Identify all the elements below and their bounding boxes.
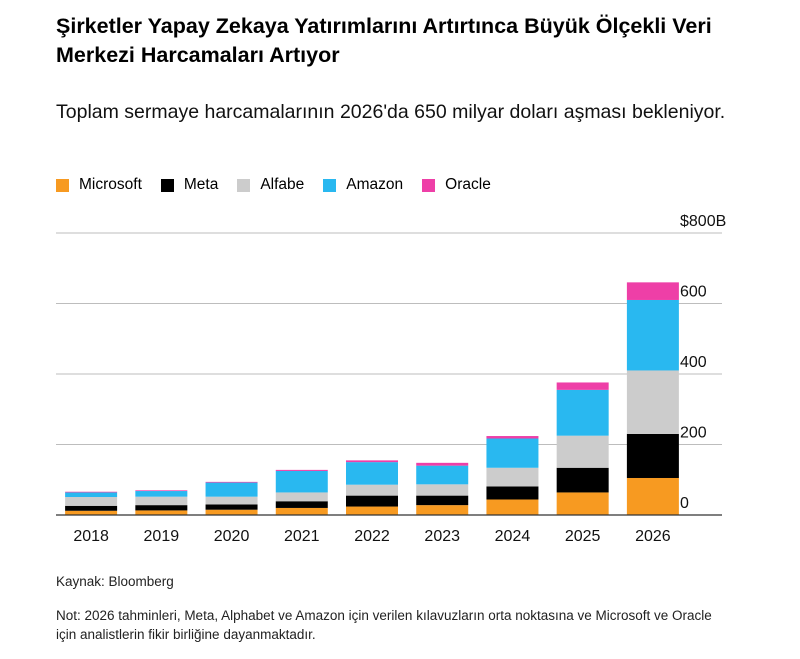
- bar-segment-oracle: [346, 460, 398, 463]
- x-tick-label: 2022: [354, 528, 390, 545]
- x-tick-label: 2025: [565, 528, 601, 545]
- chart-title: Şirketler Yapay Zekaya Yatırımlarını Art…: [56, 14, 712, 67]
- bar-segment-microsoft: [346, 506, 398, 515]
- bar-segment-microsoft: [275, 507, 328, 515]
- y-tick-label: $800B: [680, 213, 726, 230]
- x-tick-label: 2026: [635, 528, 671, 545]
- bar-segment-microsoft: [486, 499, 539, 515]
- y-tick-label: 200: [680, 425, 707, 442]
- bar-segment-meta: [346, 495, 398, 507]
- x-tick-label: 2023: [424, 528, 460, 545]
- bar-segment-oracle: [205, 481, 258, 483]
- bar-segment-alfabe: [486, 467, 539, 487]
- stacked-bar-chart: 0 200 400 600 $800B 2018 2019 2020 2021 2022 2023 2…: [56, 213, 726, 545]
- bar-segment-oracle: [416, 462, 469, 466]
- bar-segment-alfabe: [275, 492, 328, 502]
- legend-swatch: [323, 178, 337, 192]
- bar-segment-meta: [65, 505, 118, 511]
- bar-segment-meta: [135, 505, 188, 511]
- bar-segment-meta: [486, 486, 539, 500]
- bar-segment-meta: [626, 433, 679, 478]
- bar-segment-alfabe: [346, 484, 398, 496]
- legend-label: Meta: [183, 176, 219, 193]
- bar-segment-oracle: [275, 469, 328, 471]
- bar-segment-oracle: [65, 491, 118, 493]
- bar-segment-oracle: [626, 282, 679, 300]
- legend-item-oracle: Oracle: [422, 176, 491, 194]
- legend-label: Oracle: [445, 176, 491, 193]
- bar-segment-alfabe: [416, 484, 469, 496]
- bar-segment-oracle: [486, 436, 539, 439]
- legend-item-amazon: Amazon: [323, 176, 403, 194]
- y-tick-label: 400: [680, 354, 707, 371]
- bar-segment-alfabe: [556, 435, 609, 468]
- bar-segment-microsoft: [135, 510, 188, 515]
- bar-segment-microsoft: [205, 509, 258, 515]
- bar-segment-amazon: [556, 389, 609, 436]
- bar-segment-alfabe: [65, 497, 118, 506]
- bar-segment-amazon: [416, 465, 469, 485]
- bar-segment-microsoft: [556, 492, 609, 515]
- legend-swatch: [237, 178, 251, 192]
- bar-segment-oracle: [135, 490, 188, 492]
- footnote: Not: 2026 tahminleri, Meta, Alphabet ve …: [56, 608, 712, 642]
- bar-segment-meta: [275, 501, 328, 508]
- legend-label: Microsoft: [79, 176, 142, 193]
- bar-segment-alfabe: [626, 370, 679, 434]
- legend-swatch: [56, 178, 69, 192]
- bar-segment-oracle: [556, 382, 609, 390]
- bar-segment-amazon: [275, 470, 328, 493]
- bar-segment-amazon: [205, 482, 258, 497]
- legend-label: Amazon: [346, 176, 404, 193]
- bar-segment-alfabe: [135, 496, 188, 506]
- x-tick-label: 2018: [73, 528, 109, 545]
- legend-swatch: [422, 178, 436, 192]
- bar-segment-amazon: [486, 438, 539, 468]
- bar-segment-microsoft: [416, 505, 469, 515]
- bar-segment-amazon: [135, 491, 188, 497]
- y-tick-label: 600: [680, 284, 707, 301]
- bar-segment-meta: [416, 495, 469, 506]
- legend-label: Alfabe: [260, 176, 305, 193]
- x-tick-label: 2020: [214, 528, 250, 545]
- legend-swatch: [160, 178, 174, 192]
- bar-segment-meta: [205, 504, 258, 510]
- source-note: Kaynak: Bloomberg: [56, 574, 174, 589]
- legend-item-meta: Meta: [160, 176, 219, 194]
- legend-item-microsoft: Microsoft: [56, 176, 142, 194]
- bar-segment-amazon: [346, 462, 398, 485]
- x-tick-label: 2024: [495, 528, 531, 545]
- bar-segment-microsoft: [65, 510, 118, 515]
- bar-segment-microsoft: [626, 477, 679, 515]
- legend-item-alfabe: Alfabe: [237, 176, 304, 194]
- chart-subtitle: Toplam sermaye harcamalarının 2026'da 65…: [56, 101, 726, 123]
- x-tick-label: 2021: [284, 528, 320, 545]
- bar-segment-amazon: [626, 299, 679, 371]
- bar-segment-amazon: [65, 492, 118, 498]
- bar-segment-meta: [556, 467, 609, 493]
- chart-legend: Microsoft Meta Alfabe Amazon Oracle: [56, 176, 510, 194]
- x-tick-label: 2019: [144, 528, 180, 545]
- y-tick-label: 0: [680, 495, 689, 512]
- bar-segment-alfabe: [205, 496, 258, 505]
